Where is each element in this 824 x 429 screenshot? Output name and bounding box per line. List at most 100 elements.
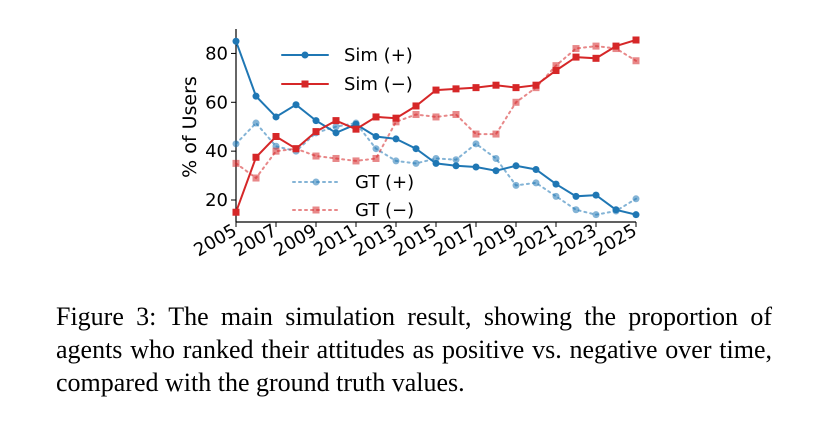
legend-entry: GT (−)	[292, 200, 414, 221]
legend-entry: Sim (−)	[281, 74, 413, 95]
data-point	[312, 128, 320, 136]
data-point	[512, 181, 520, 189]
y-tick-label: 80	[205, 43, 228, 64]
series-line	[235, 121, 637, 216]
data-point	[432, 154, 440, 162]
data-point	[332, 123, 340, 131]
legend-label: Sim (−)	[344, 74, 413, 95]
data-point	[472, 84, 480, 92]
data-point	[492, 130, 500, 138]
data-point	[372, 145, 380, 153]
data-point	[432, 159, 440, 167]
data-point	[252, 174, 260, 182]
data-point	[372, 154, 380, 162]
data-point	[612, 206, 620, 214]
data-point	[252, 119, 260, 127]
data-point	[312, 117, 320, 125]
data-point	[552, 192, 560, 200]
legend: Sim (+) Sim (−) GT (+) GT (−)	[281, 45, 414, 221]
data-point	[572, 53, 580, 61]
data-point	[232, 159, 240, 167]
data-point	[492, 167, 500, 175]
data-point	[252, 92, 260, 100]
data-point	[332, 154, 340, 162]
data-point	[412, 102, 420, 110]
data-point	[492, 154, 500, 162]
data-point	[272, 132, 280, 140]
legend-entry: Sim (+)	[281, 45, 413, 66]
data-point	[412, 111, 420, 119]
data-point	[512, 162, 520, 170]
series-2	[232, 119, 640, 219]
data-point	[592, 191, 600, 199]
data-point	[232, 37, 240, 45]
data-point	[512, 98, 520, 106]
data-point	[372, 132, 380, 140]
data-point	[592, 211, 600, 219]
data-point	[412, 159, 420, 167]
line-chart: 2040608020052007200920112013201520172019…	[179, 29, 641, 261]
data-point	[232, 140, 240, 148]
series-0	[232, 37, 640, 219]
y-tick-label: 20	[205, 190, 228, 211]
y-axis-label: % of Users	[179, 76, 201, 178]
data-point	[432, 113, 440, 121]
series-line	[235, 45, 637, 180]
series-1	[232, 36, 640, 216]
data-point	[632, 36, 640, 44]
data-point	[312, 152, 320, 160]
data-point	[592, 42, 600, 50]
data-point	[352, 125, 360, 133]
data-point	[452, 85, 460, 93]
x-tick-label: 2025	[590, 220, 640, 261]
data-point	[392, 114, 400, 122]
data-point	[472, 130, 480, 138]
legend-label: GT (+)	[355, 172, 414, 193]
data-point	[232, 208, 240, 216]
data-point	[492, 81, 500, 89]
data-point	[292, 101, 300, 109]
data-point	[452, 111, 460, 119]
plot-area	[232, 36, 640, 219]
axes: 2040608020052007200920112013201520172019…	[190, 29, 641, 261]
data-point	[272, 113, 280, 121]
y-tick-label: 60	[205, 92, 228, 113]
data-point	[372, 113, 380, 121]
data-point	[612, 42, 620, 50]
data-point	[532, 165, 540, 173]
data-point	[532, 179, 540, 187]
data-point	[352, 157, 360, 165]
series-line	[235, 39, 637, 214]
data-point	[452, 162, 460, 170]
data-point	[592, 54, 600, 62]
data-point	[552, 67, 560, 75]
figure-caption: Figure 3: The main simulation result, sh…	[56, 302, 772, 397]
data-point	[252, 153, 260, 161]
data-point	[632, 195, 640, 203]
data-point	[552, 62, 560, 70]
data-point	[572, 192, 580, 200]
y-tick-label: 40	[205, 141, 228, 162]
data-point	[512, 84, 520, 92]
data-point	[572, 45, 580, 53]
legend-label: GT (−)	[355, 200, 414, 221]
data-point	[392, 157, 400, 165]
data-point	[532, 81, 540, 89]
data-point	[552, 180, 560, 188]
data-point	[272, 147, 280, 155]
data-point	[412, 145, 420, 153]
legend-marker	[312, 206, 320, 214]
data-point	[332, 129, 340, 137]
series-line	[235, 40, 637, 216]
legend-marker	[301, 80, 309, 88]
data-point	[332, 117, 340, 125]
data-point	[392, 135, 400, 143]
data-point	[632, 211, 640, 219]
legend-label: Sim (+)	[344, 45, 413, 66]
legend-entry: GT (+)	[292, 172, 414, 193]
data-point	[452, 156, 460, 164]
data-point	[392, 118, 400, 126]
legend-marker	[301, 51, 309, 59]
data-point	[292, 145, 300, 153]
data-point	[472, 140, 480, 148]
